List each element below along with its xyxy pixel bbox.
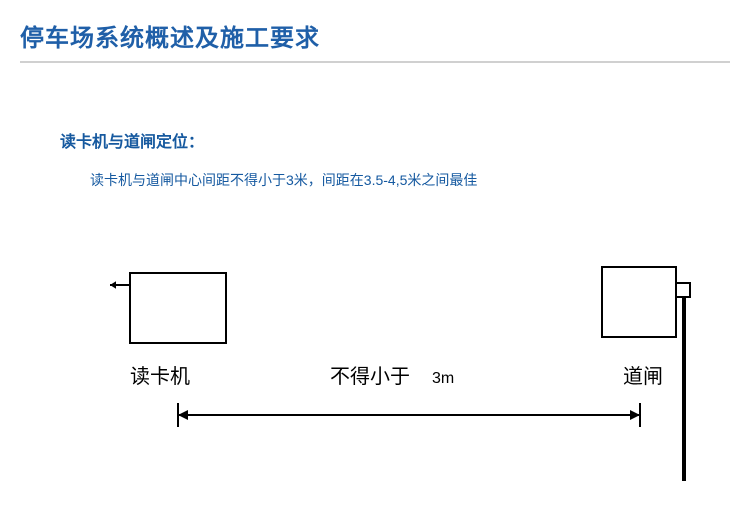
title-bar: 停车场系统概述及施工要求 [20, 18, 730, 63]
gate-box [602, 267, 676, 337]
measure-label: 不得小于 [330, 365, 410, 388]
dim-arrow-left [178, 410, 188, 420]
section-subtitle: 读卡机与道闸定位： [60, 128, 204, 152]
gate-knob [676, 283, 690, 297]
reader-arrow-head [110, 281, 116, 289]
body-text: 读卡机与道闸中心间距不得小于3米，间距在3.5-4,5米之间最佳 [90, 170, 477, 190]
diagram-svg: 读卡机 道闸 不得小于 3m [60, 255, 700, 485]
dim-arrow-right [630, 410, 640, 420]
page-root: 停车场系统概述及施工要求 读卡机与道闸定位： 读卡机与道闸中心间距不得小于3米，… [0, 0, 750, 505]
positioning-diagram: 读卡机 道闸 不得小于 3m [60, 255, 700, 485]
title-underline [20, 61, 730, 63]
measure-unit: 3m [432, 370, 454, 387]
page-title: 停车场系统概述及施工要求 [20, 18, 730, 53]
gate-label: 道闸 [623, 365, 663, 388]
reader-label: 读卡机 [130, 365, 190, 388]
reader-box [130, 273, 226, 343]
